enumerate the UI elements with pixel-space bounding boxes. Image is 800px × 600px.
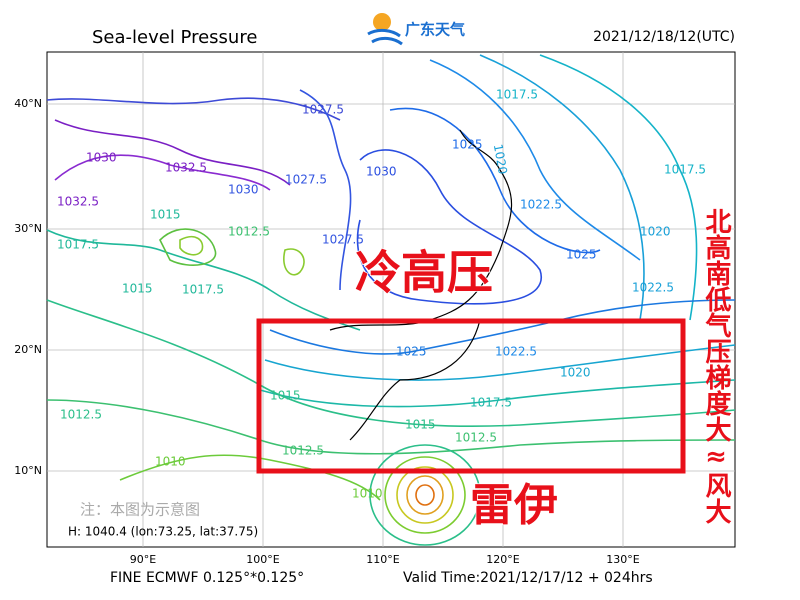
contour-label: 1032.5 [57, 195, 99, 209]
contour-label: 1015 [405, 418, 436, 432]
lon-label: 110°E [366, 553, 399, 566]
typhoon-label: 雷伊 [470, 480, 558, 531]
note: 注：本图为示意图 [80, 501, 200, 519]
isobars [46, 54, 736, 501]
high-label: 冷高压 [355, 246, 493, 300]
contour-label: 1017.5 [664, 163, 706, 177]
contour-label: 1017.5 [470, 396, 512, 410]
lon-label: 120°E [486, 553, 519, 566]
contour-label: 1020 [640, 225, 671, 239]
contour-label: 1012.5 [228, 225, 270, 239]
valid-time: Valid Time:2021/12/17/12 + 024hrs [403, 570, 653, 586]
contour-label: 1010 [352, 487, 383, 501]
lat-label: 40°N [14, 97, 42, 110]
lon-label: 90°E [130, 553, 156, 566]
side-note: 北高南低气压梯度大≈风大 [701, 208, 731, 524]
logo-icon [367, 28, 403, 46]
logo-icon [373, 13, 391, 31]
contour-label: 1030 [366, 165, 397, 179]
contour-label: 1025 [566, 248, 597, 262]
contour-label: 1012.5 [455, 431, 497, 445]
contour-label: 1032.5 [165, 161, 207, 175]
contour-label: 1022.5 [495, 345, 537, 359]
model: FINE ECMWF 0.125°*0.125° [110, 570, 304, 586]
contour-label: 1027.5 [285, 173, 327, 187]
contour-label: 1020 [491, 143, 510, 176]
info: H: 1040.4 (lon:73.25, lat:37.75) [68, 525, 258, 539]
contour-label: 1015 [150, 208, 181, 222]
lat-label: 30°N [14, 222, 42, 235]
lon-label: 130°E [606, 553, 639, 566]
contour-label: 1030 [86, 151, 117, 165]
contour-labels: 1027.5 1030 1032.5 1030 1032.5 1027.5 10… [57, 88, 706, 501]
typhoon-isobars [369, 444, 481, 546]
contour-label: 1022.5 [632, 281, 674, 295]
date: 2021/12/18/12(UTC) [593, 29, 735, 45]
lon-label: 100°E [246, 553, 279, 566]
lat-label: 20°N [14, 343, 42, 356]
lon-labels: 90°E 100°E 110°E 120°E 130°E [130, 553, 640, 566]
contour-label: 1027.5 [302, 103, 344, 117]
contour-label: 1020 [560, 366, 591, 380]
contour-label: 1012.5 [60, 408, 102, 422]
contour-label: 1017.5 [57, 238, 99, 252]
coastline [329, 129, 513, 441]
map-title: Sea-level Pressure [92, 27, 257, 48]
logo-text: 广东天气 [405, 21, 465, 39]
contour-label: 1022.5 [520, 198, 562, 212]
contour-label: 1017.5 [182, 283, 224, 297]
contour-label: 1025 [396, 345, 427, 359]
contour-label: 1015 [122, 282, 153, 296]
contour-label: 1012.5 [282, 444, 324, 458]
contour-label: 1027.5 [322, 233, 364, 247]
contour-label: 1025 [452, 138, 483, 152]
highlight-box [256, 318, 686, 474]
lat-label: 10°N [14, 464, 42, 477]
contour-label: 1030 [228, 183, 259, 197]
contour-label: 1015 [270, 389, 301, 403]
contour-label: 1017.5 [496, 88, 538, 102]
lat-labels: 40°N 30°N 20°N 10°N [14, 97, 42, 477]
contour-label: 1010 [155, 455, 186, 469]
